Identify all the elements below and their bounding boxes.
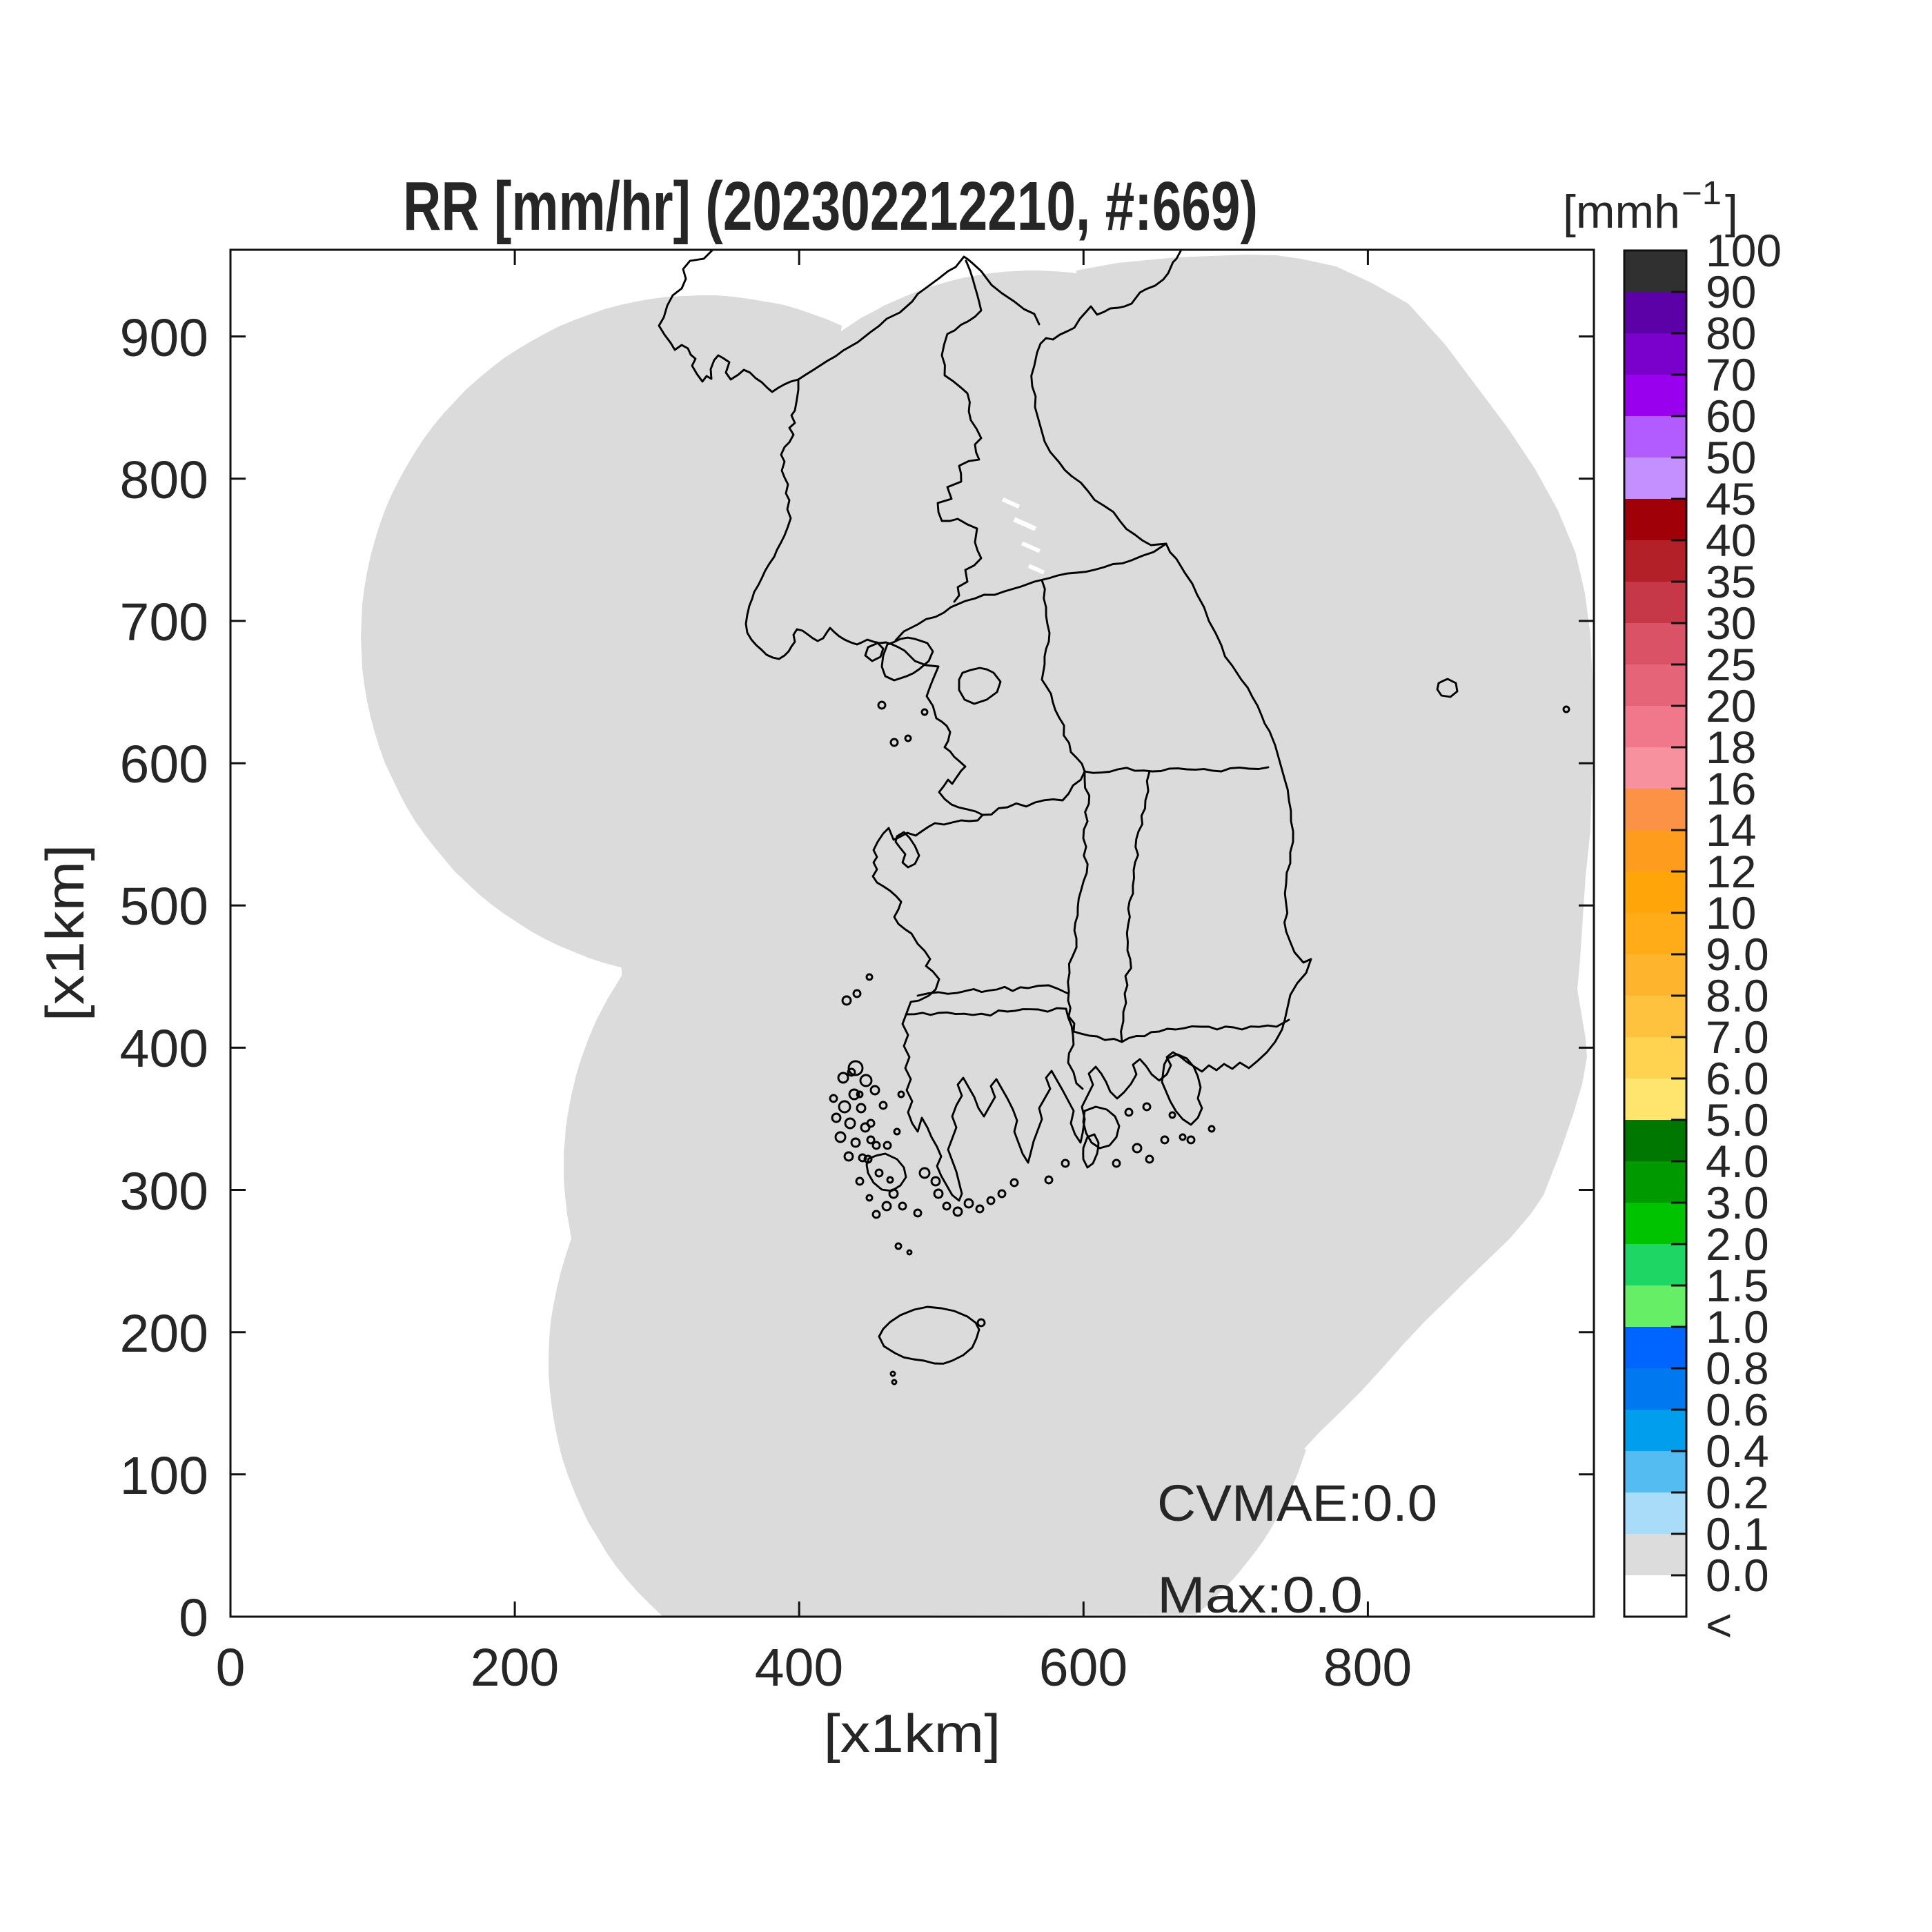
svg-text:1.5: 1.5 bbox=[1706, 1260, 1769, 1311]
svg-text:0.1: 0.1 bbox=[1706, 1508, 1769, 1559]
svg-text:100: 100 bbox=[1706, 225, 1782, 276]
svg-text:300: 300 bbox=[120, 1162, 208, 1221]
svg-text:12: 12 bbox=[1706, 846, 1756, 897]
svg-text:0: 0 bbox=[216, 1638, 246, 1697]
svg-text:RR [mm/hr] (202302212210, #:66: RR [mm/hr] (202302212210, #:669) bbox=[403, 168, 1258, 245]
svg-text:50: 50 bbox=[1706, 432, 1756, 483]
svg-text:0.6: 0.6 bbox=[1706, 1384, 1769, 1435]
svg-text:16: 16 bbox=[1706, 763, 1756, 814]
svg-text:30: 30 bbox=[1706, 598, 1756, 649]
svg-text:40: 40 bbox=[1706, 515, 1756, 566]
svg-text:<: < bbox=[1706, 1599, 1733, 1650]
svg-text:0.2: 0.2 bbox=[1706, 1467, 1769, 1518]
svg-text:[x1km]: [x1km] bbox=[34, 845, 95, 1022]
svg-text:3.0: 3.0 bbox=[1706, 1177, 1769, 1228]
svg-text:18: 18 bbox=[1706, 722, 1756, 773]
svg-text:90: 90 bbox=[1706, 266, 1756, 317]
svg-text:2.0: 2.0 bbox=[1706, 1219, 1769, 1270]
svg-text:100: 100 bbox=[120, 1446, 208, 1506]
svg-text:0.8: 0.8 bbox=[1706, 1343, 1769, 1394]
svg-text:45: 45 bbox=[1706, 473, 1756, 524]
svg-text:600: 600 bbox=[1039, 1638, 1127, 1697]
svg-text:]: ] bbox=[1725, 186, 1738, 238]
svg-text:200: 200 bbox=[471, 1638, 559, 1697]
svg-text:400: 400 bbox=[120, 1019, 208, 1078]
svg-text:9.0: 9.0 bbox=[1706, 929, 1769, 980]
svg-text:8.0: 8.0 bbox=[1706, 970, 1769, 1021]
svg-text:200: 200 bbox=[120, 1304, 208, 1363]
svg-text:70: 70 bbox=[1706, 349, 1756, 400]
svg-text:80: 80 bbox=[1706, 308, 1756, 359]
svg-text:800: 800 bbox=[1323, 1638, 1412, 1697]
svg-text:0: 0 bbox=[179, 1588, 208, 1648]
svg-text:−1: −1 bbox=[1682, 175, 1722, 212]
svg-text:[x1km]: [x1km] bbox=[824, 1703, 1001, 1764]
svg-text:14: 14 bbox=[1706, 805, 1756, 856]
svg-text:[mmh: [mmh bbox=[1563, 186, 1680, 238]
svg-text:6.0: 6.0 bbox=[1706, 1053, 1769, 1104]
svg-text:10: 10 bbox=[1706, 887, 1756, 938]
svg-text:400: 400 bbox=[755, 1638, 843, 1697]
svg-text:500: 500 bbox=[120, 877, 208, 936]
svg-text:5.0: 5.0 bbox=[1706, 1094, 1769, 1145]
svg-text:25: 25 bbox=[1706, 639, 1756, 690]
svg-text:900: 900 bbox=[120, 308, 208, 368]
svg-text:0.0: 0.0 bbox=[1706, 1550, 1769, 1601]
svg-text:800: 800 bbox=[120, 451, 208, 510]
svg-text:0.4: 0.4 bbox=[1706, 1426, 1769, 1477]
svg-text:700: 700 bbox=[120, 593, 208, 652]
svg-text:Max:0.0: Max:0.0 bbox=[1157, 1566, 1363, 1624]
svg-text:35: 35 bbox=[1706, 556, 1756, 607]
svg-text:1.0: 1.0 bbox=[1706, 1301, 1769, 1352]
svg-text:4.0: 4.0 bbox=[1706, 1136, 1769, 1187]
svg-text:600: 600 bbox=[120, 735, 208, 794]
svg-text:CVMAE:0.0: CVMAE:0.0 bbox=[1157, 1475, 1437, 1532]
svg-text:7.0: 7.0 bbox=[1706, 1012, 1769, 1063]
svg-text:20: 20 bbox=[1706, 680, 1756, 731]
svg-text:60: 60 bbox=[1706, 391, 1756, 442]
